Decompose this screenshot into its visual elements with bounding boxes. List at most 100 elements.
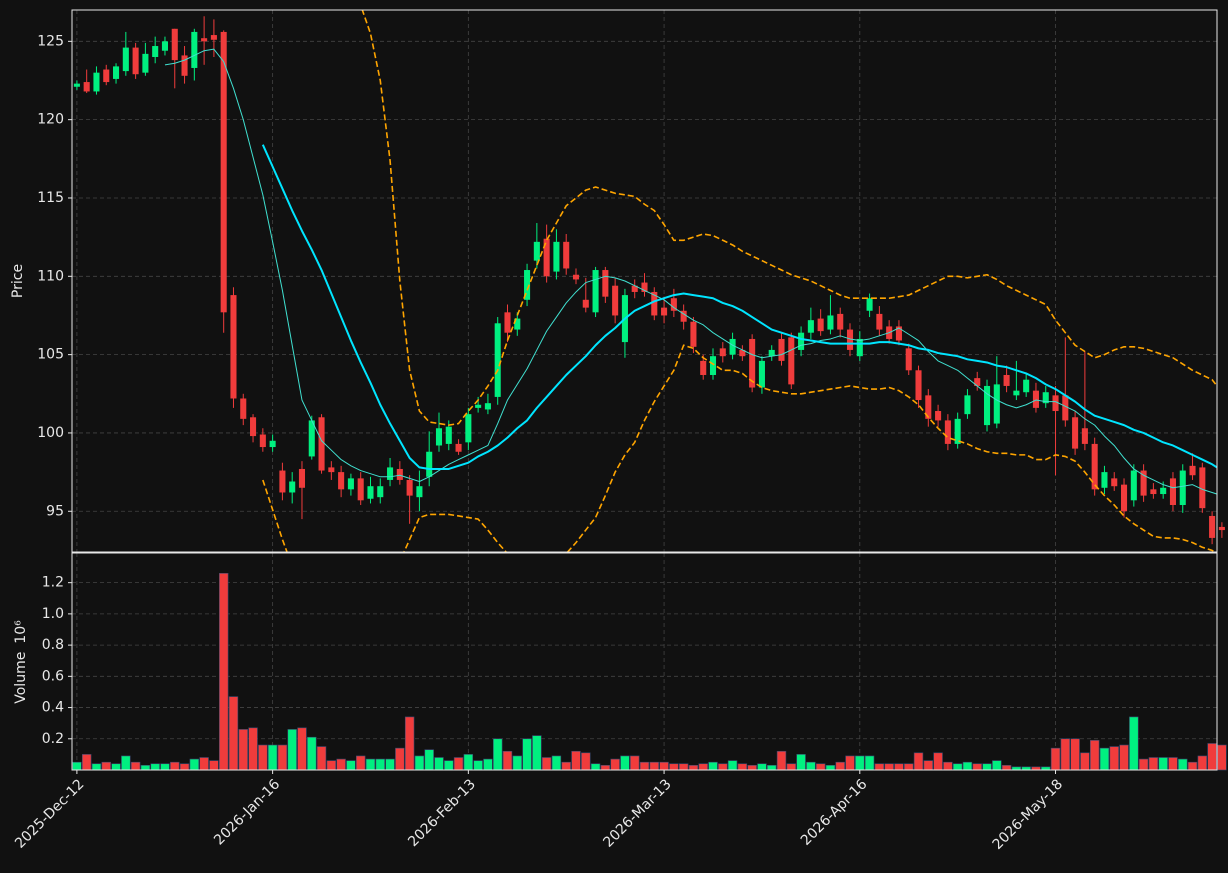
- volume-bar: [404, 716, 415, 771]
- candle-body: [377, 486, 384, 498]
- y-tick-label: 1.0: [42, 606, 64, 622]
- volume-bar: [992, 760, 1002, 771]
- volume-bar: [512, 755, 522, 771]
- candle-body: [680, 310, 687, 322]
- volume-bar: [1197, 755, 1208, 771]
- price-frame: [71, 9, 1218, 553]
- volume-bar: [532, 735, 542, 771]
- volume-plot-area: [72, 553, 1217, 770]
- candle-body: [807, 320, 814, 333]
- volume-bar: [904, 763, 914, 771]
- candle-body: [387, 467, 394, 480]
- candle-body: [935, 411, 942, 421]
- candle-body: [83, 82, 90, 92]
- candle-body: [983, 385, 991, 426]
- volume-bar: [590, 763, 601, 771]
- y-tick-label: 125: [37, 33, 64, 49]
- candle-body: [1120, 484, 1128, 512]
- volume-bar: [1070, 738, 1080, 771]
- volume-bar: [835, 761, 845, 771]
- candle-body: [553, 241, 560, 272]
- volume-bar: [982, 763, 992, 771]
- candle-body: [1199, 467, 1206, 509]
- volume-bar: [170, 761, 180, 771]
- candle-body: [592, 270, 599, 313]
- volume-bar: [561, 761, 571, 771]
- volume-bar: [1099, 747, 1110, 771]
- candle-body: [572, 274, 580, 280]
- candle-body: [1052, 395, 1059, 412]
- candle-body: [1209, 515, 1216, 538]
- candle-body: [1111, 478, 1118, 487]
- candle-body: [191, 31, 198, 68]
- volume-bar: [277, 744, 288, 771]
- volume-bar: [179, 763, 190, 771]
- candle-body: [582, 299, 589, 308]
- candle-body: [367, 486, 374, 499]
- volume-bar: [727, 760, 738, 771]
- volume-bar: [649, 761, 659, 771]
- volume-bar: [737, 763, 748, 771]
- x-tick-label: 2025-Dec-12: [12, 776, 87, 851]
- volume-axis-label: Volume 10⁶: [13, 620, 29, 704]
- candle-body: [856, 338, 863, 357]
- volume-bar: [1207, 743, 1217, 771]
- y-tick-label: 0.4: [42, 700, 64, 716]
- volume-bar: [815, 763, 826, 771]
- candle-body: [142, 53, 149, 73]
- x-tick-label: 2026-Mar-13: [600, 776, 674, 850]
- candle-body: [1179, 470, 1186, 506]
- candle-body: [1013, 390, 1020, 396]
- candle-body: [132, 47, 139, 75]
- candle-body: [778, 338, 785, 361]
- volume-bar: [1187, 761, 1198, 771]
- volume-bar: [620, 755, 630, 771]
- candle-body: [514, 318, 521, 330]
- volume-bar: [943, 761, 953, 771]
- candle-body: [396, 468, 403, 480]
- candle-body: [1101, 472, 1108, 488]
- volume-bar: [864, 755, 875, 771]
- candle-body: [729, 338, 736, 355]
- volume-bar: [962, 761, 973, 771]
- candle-body: [895, 326, 902, 341]
- candle-body: [113, 66, 120, 79]
- candle-body: [1160, 487, 1167, 495]
- x-tick-label: 2026-Apr-16: [798, 776, 871, 849]
- candle-body: [690, 321, 697, 347]
- candle-body: [749, 338, 756, 388]
- indicator-line: [361, 10, 1217, 426]
- volume-bar: [307, 736, 317, 771]
- candle-body: [347, 478, 354, 490]
- x-tick-label: 2026-Feb-13: [405, 776, 479, 850]
- volume-bar: [933, 752, 943, 771]
- indicator-lines: [164, 10, 1217, 552]
- candle-body: [876, 313, 883, 330]
- volume-bar: [522, 738, 532, 771]
- candle-body: [181, 55, 188, 76]
- y-tick-label: 115: [37, 190, 64, 206]
- candle-body: [308, 420, 315, 457]
- volume-bar: [571, 750, 581, 771]
- candle-body: [152, 46, 159, 57]
- volume-bar: [659, 761, 669, 771]
- volume-bar: [356, 755, 366, 771]
- candle-body: [279, 470, 286, 493]
- indicator-line: [164, 48, 1217, 495]
- candle-body: [758, 360, 765, 388]
- volume-bar: [287, 729, 297, 771]
- volume-bar: [698, 763, 708, 771]
- volume-bar: [395, 747, 405, 771]
- y-tick-label: 95: [46, 503, 64, 519]
- candle-body: [406, 479, 413, 496]
- candle-body: [944, 420, 951, 444]
- candle-body: [651, 291, 658, 316]
- candle-body: [259, 434, 266, 448]
- volume-bar: [1178, 758, 1188, 771]
- volume-bar: [502, 750, 513, 771]
- volume-bar: [101, 761, 111, 771]
- candle-body: [210, 35, 217, 40]
- candle-body: [612, 285, 619, 316]
- volume-bar: [1109, 746, 1119, 771]
